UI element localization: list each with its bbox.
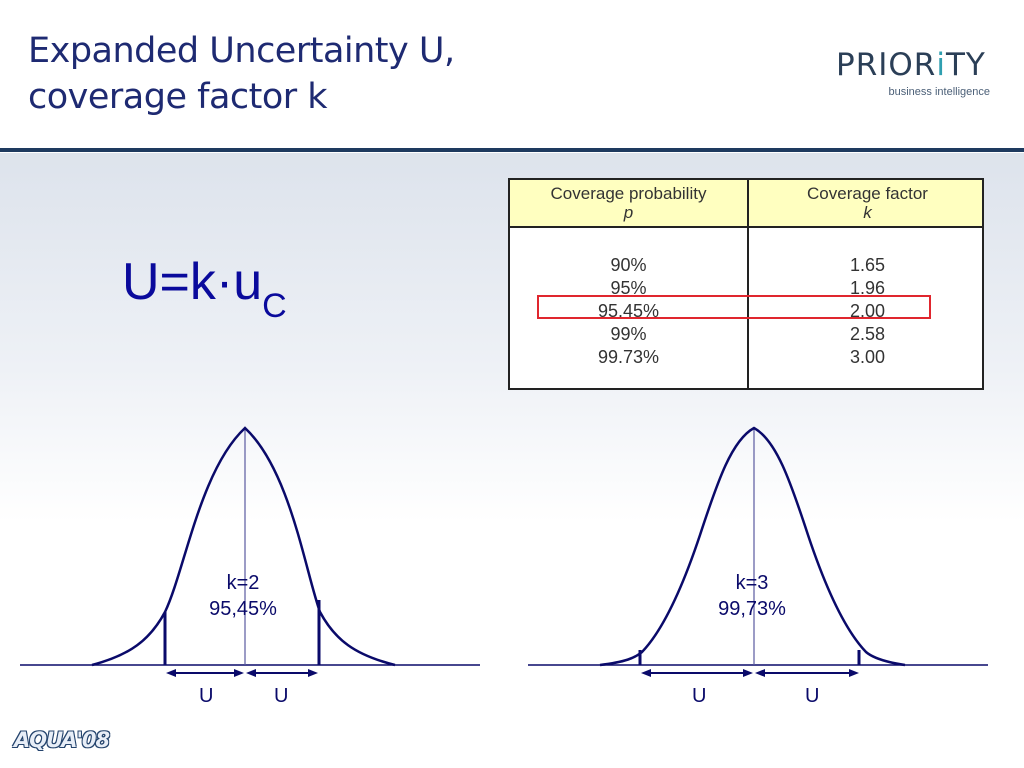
factor-cell: 2.00	[849, 301, 886, 321]
probability-cell: 99%	[610, 324, 647, 344]
arrowhead	[166, 669, 176, 677]
u-label: U	[692, 685, 707, 707]
slide-title: Expanded Uncertainty U, coverage factor …	[28, 28, 648, 120]
table-column-divider	[747, 180, 749, 388]
expanded-uncertainty-formula: U=k·uC	[122, 252, 287, 325]
coverage-percent-label: 99,73%	[718, 598, 786, 620]
arrowhead	[246, 669, 256, 677]
probability-cell: 90%	[610, 255, 647, 275]
arrowhead	[849, 669, 859, 677]
factor-cell: 1.96	[849, 278, 886, 298]
highlighted-row-box	[537, 295, 931, 319]
distribution-curves-svg	[20, 426, 988, 677]
curve-label-k2: k=2 95,45%	[195, 570, 291, 622]
distribution-figures: k=2 95,45% U U k=3 99,73% U U	[0, 400, 1024, 730]
header-coverage-factor: Coverage factor k	[749, 184, 986, 222]
header-k-symbol: k	[863, 203, 872, 222]
normal-curve-k3	[528, 426, 988, 677]
header-coverage-probability: Coverage probability p	[510, 184, 747, 222]
header-divider	[0, 148, 1024, 152]
title-line-2: coverage factor k	[28, 77, 328, 117]
formula-main: U=k·u	[122, 253, 263, 311]
k-value-label: k=3	[735, 572, 769, 594]
factor-cell: 3.00	[849, 347, 886, 367]
arrowhead	[743, 669, 753, 677]
coverage-table: Coverage probability p Coverage factor k…	[508, 178, 984, 390]
factor-cell: 2.58	[849, 324, 886, 344]
probability-cell: 95.45%	[597, 301, 660, 321]
u-label: U	[805, 685, 820, 707]
table-header: Coverage probability p Coverage factor k	[510, 180, 982, 228]
probability-column: 90% 95% 95.45% 99% 99.73%	[510, 254, 747, 369]
priority-logo: PRIORiTY business intelligence	[836, 48, 1000, 104]
logo-wordmark: PRIORiTY	[836, 47, 986, 83]
factor-cell: 1.65	[849, 255, 886, 275]
u-label: U	[199, 685, 214, 707]
coverage-percent-label: 95,45%	[209, 598, 277, 620]
k-value-label: k=2	[226, 572, 260, 594]
arrowhead	[308, 669, 318, 677]
bell-curve-right	[599, 426, 906, 667]
factor-column: 1.65 1.96 2.00 2.58 3.00	[749, 254, 986, 369]
arrowhead	[641, 669, 651, 677]
curve-label-k3: k=3 99,73%	[704, 570, 800, 622]
logo-subtitle: business intelligence	[888, 86, 990, 98]
title-line-1: Expanded Uncertainty U,	[28, 31, 455, 71]
probability-cell: 99.73%	[597, 347, 660, 367]
bell-curve-left	[91, 426, 396, 667]
arrowhead	[234, 669, 244, 677]
arrowhead	[755, 669, 765, 677]
normal-curve-k2	[20, 426, 480, 677]
probability-cell: 95%	[610, 278, 647, 298]
formula-subscript: C	[262, 287, 287, 325]
u-label: U	[274, 685, 289, 707]
header-p-symbol: p	[623, 203, 634, 222]
aqua08-logo: AQUA'08	[14, 728, 110, 752]
